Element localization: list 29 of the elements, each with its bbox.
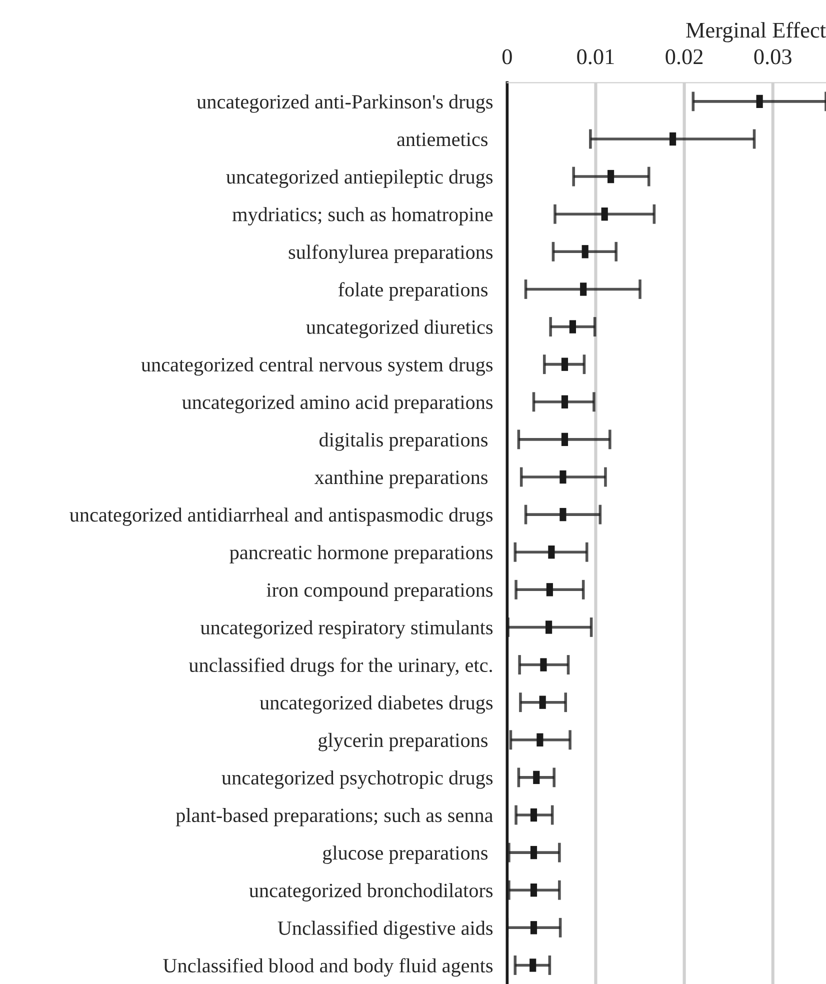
y-tick-label: plant-based preparations; such as senna: [176, 808, 493, 826]
y-tick-label: uncategorized bronchodilators: [249, 883, 493, 902]
y-tick-label: Unclassified digestive aids: [278, 920, 493, 940]
y-tick-label: uncategorized amino acid preparations: [182, 394, 493, 414]
y-tick-label: mydriatics; such as homatropine: [232, 207, 493, 226]
x-axis-title: Merginal Effect: [686, 22, 826, 42]
x-tick-label: 0: [502, 49, 512, 64]
y-tick-label: xanthine preparations: [314, 470, 488, 488]
y-tick-label: uncategorized central nervous system drugs: [141, 357, 493, 376]
y-tick-label: uncategorized psychotropic drugs: [222, 770, 493, 789]
x-tick-label: 0.02: [666, 49, 703, 64]
y-tick-label: uncategorized diabetes drugs: [260, 695, 493, 714]
y-tick-label: Unclassified blood and body fluid agents: [163, 958, 493, 977]
y-tick-label: pancreatic hormone preparations: [230, 545, 493, 564]
y-tick-label: uncategorized respiratory stimulants: [200, 620, 493, 639]
x-tick-label: 0.03: [754, 49, 792, 64]
y-tick-label: uncategorized diuretics: [306, 320, 493, 338]
y-tick-label: uncategorized antidiarrheal and antispasmodic drugs: [70, 508, 493, 526]
y-tick-label: glycerin preparations: [318, 732, 488, 752]
y-tick-label: digitalis preparations: [320, 432, 488, 451]
y-tick-label: uncategorized antiepileptic drugs: [226, 170, 493, 188]
y-tick-label: folate preparations: [338, 282, 488, 301]
y-tick-label: unclassified drugs for the urinary, etc.: [188, 658, 492, 676]
x-tick-label: 0.01: [577, 49, 614, 64]
y-tick-label: iron compound preparations: [266, 582, 493, 601]
y-tick-label: antiemetics: [397, 132, 488, 146]
y-tick-label: uncategorized anti-Parkinson's drugs: [196, 94, 493, 113]
y-tick-label: glucose preparations: [323, 846, 488, 864]
y-tick-label: sulfonylurea preparations: [288, 244, 493, 264]
